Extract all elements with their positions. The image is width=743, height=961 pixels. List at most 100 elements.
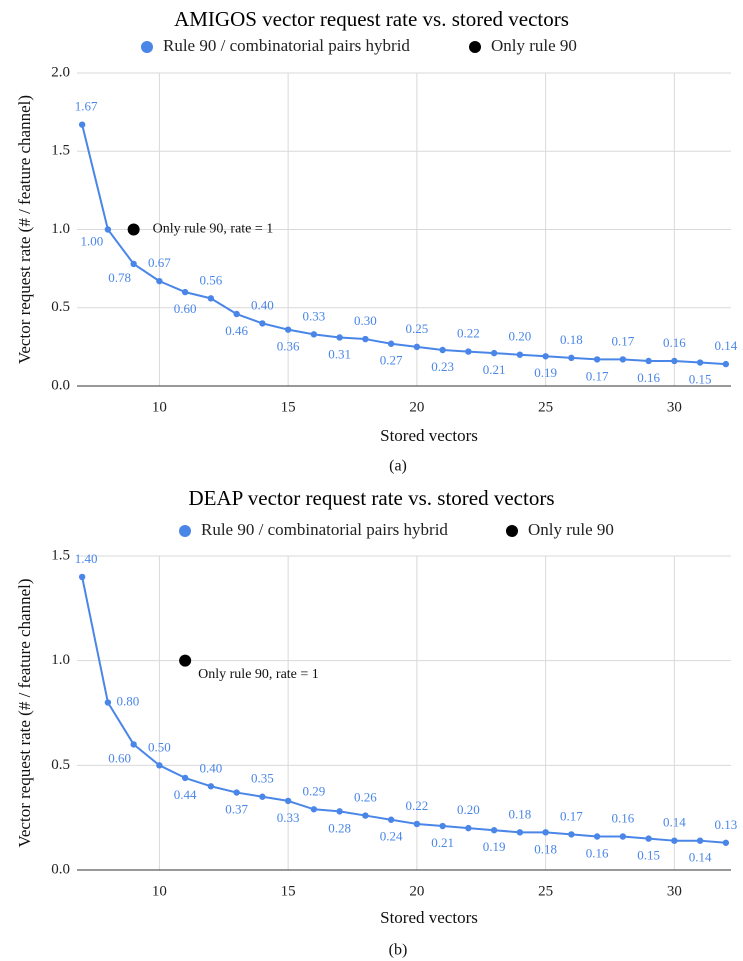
data-point-hybrid [413, 820, 421, 828]
data-point-hybrid [362, 335, 369, 343]
data-label: 0.60 [108, 750, 131, 765]
data-label: 0.60 [174, 301, 197, 316]
y-tick-label: 0.0 [51, 861, 70, 877]
figure-caption: (a) [389, 458, 407, 475]
data-point-hybrid [284, 797, 292, 805]
x-tick-label: 20 [409, 399, 424, 415]
data-label: 0.50 [148, 739, 171, 754]
data-point-hybrid [671, 357, 678, 365]
data-label: 0.17 [586, 368, 609, 383]
data-label: 0.36 [277, 339, 300, 354]
data-point-hybrid [284, 326, 292, 333]
data-point-hybrid [336, 808, 343, 815]
data-label: 0.24 [380, 829, 403, 844]
data-point-hybrid [387, 340, 395, 347]
data-label: 1.40 [75, 551, 98, 566]
data-point-hybrid [207, 295, 215, 302]
data-label: 0.21 [483, 362, 506, 377]
data-label: 0.22 [457, 326, 480, 341]
legend-marker-hybrid [141, 41, 153, 53]
data-point-hybrid [259, 793, 266, 800]
x-tick-label: 15 [281, 399, 296, 415]
y-axis-label: Vector request rate (# / feature channel… [15, 578, 34, 847]
data-point-hybrid [465, 348, 472, 355]
data-label: 0.16 [611, 810, 634, 825]
data-point-hybrid [568, 831, 575, 838]
data-point-hybrid [439, 822, 446, 830]
data-label: 0.17 [611, 333, 634, 348]
x-tick-label: 25 [538, 883, 553, 899]
data-point-hybrid [722, 839, 730, 846]
data-label: 0.14 [663, 815, 686, 830]
y-tick-label: 1.0 [51, 221, 70, 237]
data-label: 0.14 [714, 338, 737, 353]
data-point-hybrid [722, 360, 730, 368]
x-tick-label: 15 [281, 883, 296, 899]
data-label: 0.26 [354, 790, 377, 805]
data-label: 0.28 [328, 820, 351, 835]
data-point-hybrid [78, 573, 86, 581]
x-tick-label: 20 [409, 883, 424, 899]
y-tick-label: 0.5 [51, 757, 70, 773]
data-point-hybrid [593, 833, 601, 840]
data-label: 0.18 [560, 332, 583, 347]
data-label: 0.20 [457, 802, 480, 817]
x-axis-label: Stored vectors [380, 426, 478, 445]
data-point-hybrid [413, 343, 421, 351]
data-point-hybrid [336, 334, 343, 341]
legend-marker-only-rule-90 [506, 525, 518, 537]
data-label: 0.21 [431, 835, 454, 850]
data-point-hybrid [542, 829, 549, 836]
data-point-hybrid [542, 353, 549, 360]
data-point-hybrid [516, 351, 524, 358]
data-point-hybrid [78, 121, 86, 128]
legend-label-hybrid: Rule 90 / combinatorial pairs hybrid [201, 520, 448, 539]
data-label: 0.22 [405, 798, 428, 813]
series-line-hybrid [81, 576, 726, 844]
data-point-hybrid [696, 359, 704, 366]
x-tick-label: 25 [538, 399, 553, 415]
data-label: 0.13 [714, 817, 737, 832]
data-point-hybrid [259, 320, 266, 327]
data-label: 0.46 [225, 323, 248, 338]
data-point-hybrid [387, 816, 395, 823]
y-tick-label: 1.0 [51, 652, 70, 668]
legend-label-only-rule-90: Only rule 90 [491, 36, 577, 55]
y-tick-label: 1.5 [51, 547, 70, 563]
data-label: 0.78 [108, 270, 131, 285]
data-point-hybrid [465, 824, 472, 832]
data-label: 0.29 [303, 783, 326, 798]
data-point-only-rule-90 [127, 223, 140, 236]
data-point-hybrid [490, 349, 498, 357]
data-point-hybrid [104, 699, 112, 706]
data-label: 0.33 [303, 308, 326, 323]
series-line-hybrid [81, 124, 726, 366]
data-label: 0.19 [483, 839, 506, 854]
data-point-hybrid [619, 833, 627, 840]
legend-marker-only-rule-90 [469, 41, 481, 53]
data-label: 0.18 [534, 841, 557, 856]
data-point-hybrid [156, 762, 163, 769]
legend-label-hybrid: Rule 90 / combinatorial pairs hybrid [163, 36, 410, 55]
data-point-hybrid [619, 356, 627, 363]
data-label: 0.40 [200, 760, 223, 775]
data-point-hybrid [362, 812, 369, 819]
y-tick-label: 1.5 [51, 143, 70, 159]
data-label: 0.35 [251, 771, 274, 786]
data-point-hybrid [671, 837, 678, 844]
x-tick-label: 10 [152, 399, 167, 415]
data-label: 0.25 [405, 321, 428, 336]
data-point-hybrid [181, 288, 189, 296]
data-label: 0.15 [637, 848, 660, 863]
data-point-hybrid [696, 837, 704, 844]
legend-label-only-rule-90: Only rule 90 [528, 520, 614, 539]
data-label: 0.20 [508, 329, 531, 344]
data-point-only-rule-90 [179, 654, 192, 667]
data-label: 0.67 [148, 255, 171, 270]
x-tick-label: 30 [667, 399, 682, 415]
data-point-hybrid [130, 260, 137, 268]
x-axis-label: Stored vectors [380, 908, 478, 927]
data-label: 0.18 [508, 806, 531, 821]
chart-a: AMIGOS vector request rate vs. stored ve… [15, 7, 738, 475]
